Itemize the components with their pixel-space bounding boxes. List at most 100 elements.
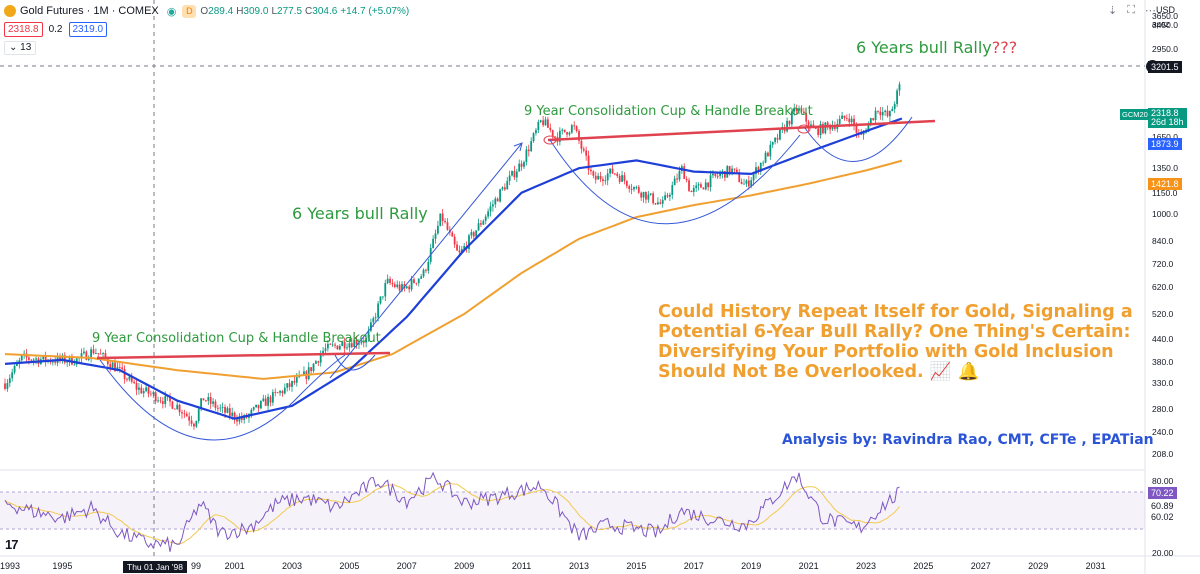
- eye-icon[interactable]: ◉: [166, 5, 177, 18]
- candle-body: [578, 131, 580, 141]
- author-credit[interactable]: Analysis by: Ravindra Rao, CMT, CFTe , E…: [782, 432, 1154, 448]
- candle-body: [676, 178, 678, 180]
- time-tick-label: 2021: [798, 561, 819, 571]
- resistance-line-right[interactable]: [547, 119, 936, 142]
- candle-body: [645, 191, 647, 200]
- candle-body: [702, 187, 705, 190]
- candle-body: [480, 223, 482, 225]
- candle-body: [326, 343, 329, 349]
- candle-body: [508, 175, 511, 181]
- price-tick-label: 1000.0: [1152, 209, 1178, 220]
- rally-arrow-line[interactable]: [329, 142, 523, 379]
- price-tick-label: 240.0: [1152, 427, 1174, 438]
- price-tick-label: 3450.0: [1152, 19, 1178, 30]
- candle-body: [8, 378, 11, 384]
- price-tick-label: 330.0: [1152, 378, 1174, 389]
- candle-body: [678, 170, 681, 180]
- candle-body: [611, 168, 614, 174]
- candle-body: [896, 90, 898, 105]
- breakout-text-left[interactable]: 9 Year Consolidation Cup & Handle Breako…: [92, 331, 381, 346]
- tradingview-logo[interactable]: 17: [5, 537, 19, 552]
- unit-label[interactable]: apoz: [1152, 20, 1170, 29]
- candle-body: [312, 363, 315, 372]
- buy-button[interactable]: 2319.0: [68, 22, 108, 37]
- candle-body: [336, 345, 339, 350]
- candle-body: [377, 303, 379, 318]
- candle-body: [54, 361, 57, 363]
- candle-body: [616, 173, 619, 177]
- candle-body: [274, 392, 277, 393]
- candle-body: [764, 152, 767, 163]
- candle-body: [503, 187, 506, 190]
- candle-body: [324, 348, 327, 351]
- fullscreen-icon[interactable]: ⛶: [1127, 4, 1135, 16]
- breakout-text-right[interactable]: 9 Year Consolidation Cup & Handle Breako…: [524, 104, 813, 119]
- rsi-ma-tag: 60.89: [1148, 500, 1177, 512]
- price-tick-label: 620.0: [1152, 282, 1174, 293]
- mid-rally-text[interactable]: 6 Years bull Rally: [292, 204, 428, 223]
- delay-badge[interactable]: D: [182, 4, 197, 18]
- candle-body: [212, 401, 214, 404]
- candle-body: [197, 408, 200, 421]
- candle-body: [154, 392, 157, 402]
- candle-body: [128, 376, 131, 380]
- peak-marker-2011[interactable]: [543, 135, 557, 145]
- candle-body: [374, 317, 377, 319]
- candle-body: [642, 191, 645, 198]
- candle-body: [396, 284, 399, 287]
- candle-body: [826, 122, 829, 125]
- top-rally-text[interactable]: 6 Years bull Rally???: [856, 38, 1017, 57]
- candle-body: [362, 342, 365, 344]
- ma-fast-line[interactable]: [4, 117, 903, 420]
- cup-arc-right[interactable]: [549, 134, 801, 225]
- candle-body: [133, 381, 136, 384]
- candle-body: [350, 343, 353, 348]
- candle-body: [771, 141, 774, 145]
- main-commentary[interactable]: Could History Repeat Itself for Gold, Si…: [658, 302, 1133, 382]
- cup-arc-left[interactable]: [99, 354, 346, 441]
- resistance-line-left[interactable]: [96, 351, 391, 360]
- sell-button[interactable]: 2318.8: [4, 22, 43, 37]
- candle-body: [625, 180, 628, 187]
- candle-body: [6, 383, 9, 389]
- download-arrow-icon[interactable]: ⇣: [1108, 5, 1118, 17]
- time-tick-label: 2005: [339, 561, 360, 571]
- candle-body: [185, 413, 188, 417]
- candle-body: [216, 407, 219, 409]
- candle-body: [214, 401, 217, 408]
- candle-body: [551, 130, 554, 137]
- candle-body: [398, 284, 401, 291]
- candle-body: [704, 182, 707, 190]
- candle-body: [575, 126, 578, 132]
- indicators-toggle[interactable]: ⌄ 13: [4, 41, 37, 55]
- candle-body: [745, 180, 748, 184]
- candle-body: [867, 123, 870, 133]
- candle-body: [874, 110, 877, 121]
- symbol-title[interactable]: Gold Futures · 1M · COMEX: [20, 5, 159, 17]
- candle-body: [515, 171, 518, 178]
- ma-slow-line[interactable]: [4, 159, 903, 380]
- candle-body: [549, 127, 552, 131]
- ohlc-low: L277.5: [271, 6, 302, 17]
- candle-body: [226, 408, 229, 413]
- crosshair-date-tag: Thu 01 Jan '98: [123, 561, 187, 573]
- candle-body: [714, 174, 717, 176]
- more-icon[interactable]: ⋯: [1144, 5, 1156, 17]
- candle-body: [293, 381, 296, 383]
- currency-label[interactable]: USD: [1156, 5, 1176, 15]
- price-tick-label: 1150.0: [1152, 187, 1178, 198]
- candle-body: [42, 355, 45, 360]
- candle-body: [477, 223, 480, 231]
- candle-body: [822, 123, 824, 134]
- peak-marker-2020[interactable]: [797, 124, 811, 134]
- candle-body: [532, 133, 535, 142]
- handle-arc-left[interactable]: [334, 354, 376, 371]
- candle-body: [740, 182, 743, 184]
- rsi-line[interactable]: [4, 471, 900, 552]
- candle-body: [307, 367, 310, 380]
- handle-arc-right[interactable]: [804, 116, 913, 162]
- candle-body: [207, 397, 210, 401]
- symbol-legend[interactable]: Gold Futures · 1M · COMEX ◉ D O289.4 H30…: [4, 3, 412, 19]
